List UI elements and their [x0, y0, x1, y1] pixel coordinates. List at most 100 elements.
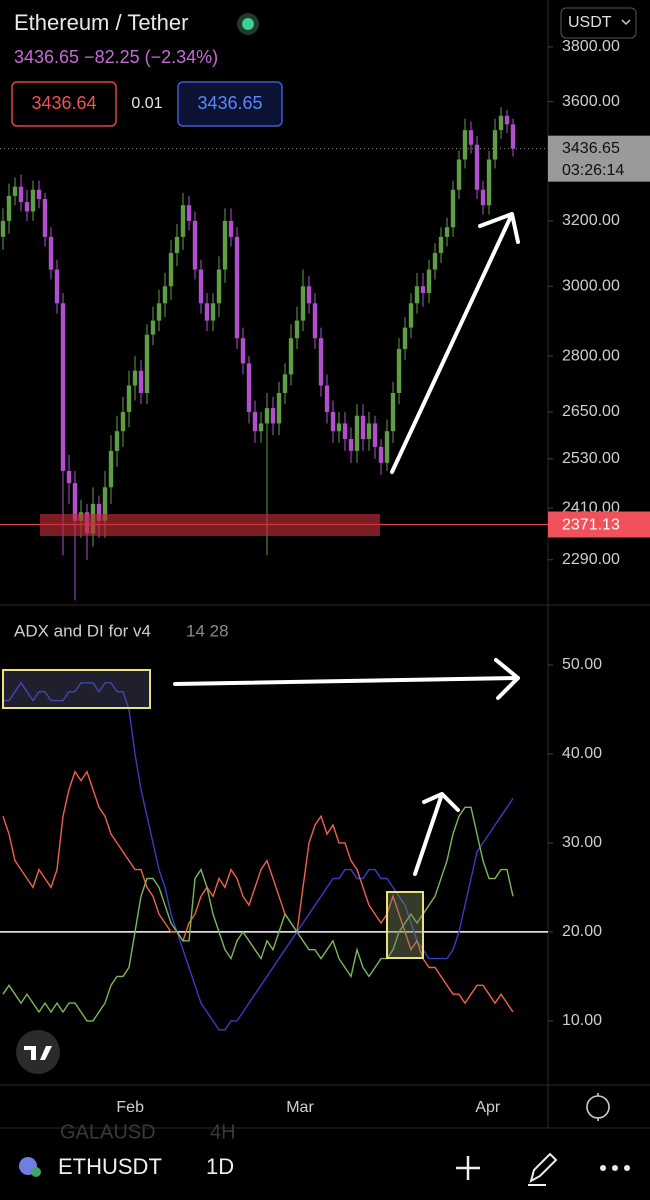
ask-box[interactable] — [177, 81, 283, 127]
drawn-arrows — [173, 212, 520, 876]
currency-dropdown[interactable] — [560, 7, 637, 39]
candle-body — [174, 236, 180, 254]
candle-body — [456, 159, 462, 190]
candle-body — [312, 303, 318, 339]
x-tick-label: Feb — [116, 1099, 144, 1116]
candle-body — [96, 503, 102, 521]
candle-body — [240, 338, 246, 364]
price-line-label: 2371.13 — [562, 517, 620, 534]
logo-mark — [24, 1046, 52, 1060]
candle-body — [60, 303, 66, 471]
candle-body — [420, 286, 426, 294]
candle-body — [288, 338, 294, 375]
candle-body — [114, 431, 120, 451]
zone-rect — [40, 514, 380, 536]
candle-body — [6, 195, 12, 221]
candle-body — [258, 423, 264, 432]
countdown: 03:26:14 — [562, 162, 624, 179]
candle-body — [474, 144, 480, 190]
candle-body — [510, 124, 516, 149]
logo — [16, 1030, 60, 1074]
candle-body — [156, 303, 162, 321]
indicator-line — [3, 681, 514, 1031]
arrow — [413, 792, 460, 876]
candle-body — [204, 303, 210, 321]
y-tick-label: 20.00 — [562, 923, 602, 940]
candle-body — [120, 411, 126, 432]
x-tick-label: Mar — [286, 1099, 314, 1116]
y-tick-label: 3000.00 — [562, 277, 620, 294]
ask: 3436.65 — [197, 93, 262, 113]
candle-body — [72, 483, 78, 521]
candle-body — [492, 130, 498, 160]
y-tick-label: 3600.00 — [562, 93, 620, 110]
candle-body — [210, 303, 216, 321]
candle-body — [168, 253, 174, 287]
candle-body — [132, 370, 138, 386]
x-tick-label: Apr — [475, 1099, 501, 1116]
candle-body — [48, 236, 54, 270]
candle-body — [126, 385, 132, 412]
dot — [612, 1165, 618, 1171]
add-button[interactable] — [456, 1156, 480, 1180]
candle-body — [150, 320, 156, 335]
currency: USDT — [568, 14, 612, 31]
candle-body — [12, 186, 18, 196]
interval[interactable]: 1D — [206, 1154, 234, 1179]
candle-body — [348, 439, 354, 451]
candle-body — [30, 189, 36, 212]
candle-body — [414, 286, 420, 304]
candle-body — [252, 411, 258, 432]
symbol[interactable]: ETHUSDT — [58, 1154, 162, 1179]
candle-body — [300, 286, 306, 321]
candle-body — [354, 415, 360, 451]
candle-body — [402, 327, 408, 349]
candle-body — [24, 202, 30, 212]
candle-body — [324, 385, 330, 412]
candle-body — [318, 338, 324, 386]
dot — [600, 1165, 606, 1171]
candle-body — [138, 370, 144, 393]
candle-body — [480, 189, 486, 206]
y-tick-label: 2290.00 — [562, 551, 620, 568]
highlight-box — [386, 891, 424, 959]
indicator-line — [2, 806, 514, 1022]
candle-body — [306, 286, 312, 304]
candle-body — [378, 446, 384, 463]
candle-body — [450, 189, 456, 228]
candle-body — [192, 220, 198, 270]
candle-body — [270, 408, 276, 424]
y-tick-label: 3800.00 — [562, 38, 620, 55]
candle-body — [228, 220, 234, 237]
settings-icon[interactable] — [586, 1093, 610, 1121]
candle-body — [66, 470, 72, 484]
price-line-tag — [548, 511, 650, 538]
candle-body — [408, 303, 414, 328]
candle-body — [432, 253, 438, 270]
candle-body — [336, 423, 342, 432]
y-tick-label: 2650.00 — [562, 403, 620, 420]
candle-body — [42, 198, 48, 237]
bid-box[interactable] — [11, 81, 117, 127]
candle-body — [18, 186, 24, 203]
more-button[interactable] — [600, 1165, 630, 1171]
candle-body — [246, 363, 252, 412]
candle-body — [396, 348, 402, 393]
candle-body — [102, 487, 108, 521]
candle-body — [180, 205, 186, 237]
candle-body — [54, 269, 60, 304]
candle-body — [498, 115, 504, 131]
draw-button[interactable] — [528, 1152, 558, 1186]
candle-body — [234, 236, 240, 339]
candle-body — [222, 220, 228, 270]
indicator-title: ADX and DI for v4 — [14, 621, 151, 640]
candle-body — [384, 431, 390, 463]
candle-body — [186, 205, 192, 221]
ghost-interval: 4H — [210, 1121, 236, 1143]
candle-body — [330, 411, 336, 432]
highlight-box — [2, 669, 151, 709]
y-tick-label: 50.00 — [562, 656, 602, 673]
